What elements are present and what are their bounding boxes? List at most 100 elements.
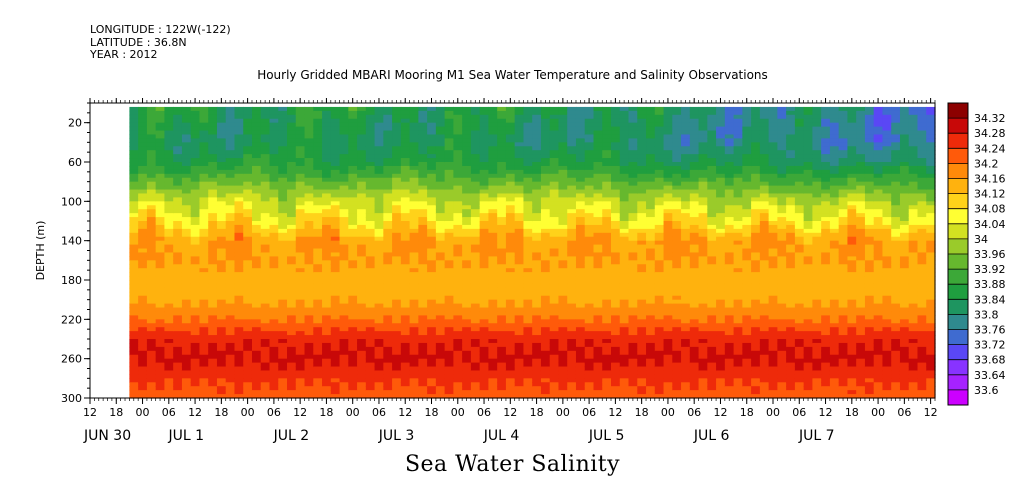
heatmap-cell	[251, 146, 262, 151]
heatmap-cell	[199, 193, 209, 198]
heatmap-cell	[392, 106, 402, 112]
heatmap-cell	[295, 201, 306, 206]
heatmap-cell	[251, 126, 262, 132]
heatmap-cell	[628, 394, 638, 399]
heatmap-cell	[383, 158, 393, 163]
heatmap-cell	[689, 217, 700, 222]
heatmap-cell	[155, 346, 166, 352]
heatmap-cell	[654, 370, 665, 375]
heatmap-cell	[225, 276, 236, 281]
heatmap-cell	[225, 382, 236, 387]
heatmap-cell	[488, 374, 498, 379]
heatmap-cell	[444, 248, 454, 254]
heatmap-cell	[260, 142, 271, 147]
heatmap-cell	[497, 256, 507, 261]
heatmap-cell	[304, 236, 314, 242]
heatmap-cell	[278, 280, 288, 285]
heatmap-cell	[637, 268, 647, 273]
heatmap-cell	[575, 185, 586, 191]
heatmap-cell	[243, 264, 253, 269]
heatmap-cell	[365, 354, 376, 360]
heatmap-cell	[567, 122, 577, 128]
heatmap-cell	[611, 370, 621, 375]
heatmap-cell	[278, 134, 288, 139]
heatmap-cell	[243, 276, 253, 281]
heatmap-cell	[663, 110, 673, 116]
heatmap-cell	[575, 394, 586, 399]
heatmap-cell	[584, 193, 595, 198]
heatmap-cell	[689, 307, 700, 313]
heatmap-cell	[269, 146, 279, 151]
heatmap-cell	[260, 319, 271, 324]
heatmap-cell	[330, 158, 341, 163]
heatmap-cell	[698, 280, 708, 285]
heatmap-cell	[488, 295, 498, 301]
heatmap-cell	[225, 268, 236, 273]
heatmap-cell	[497, 106, 507, 112]
heatmap-cell	[278, 272, 288, 277]
heatmap-cell	[190, 350, 201, 356]
heatmap-cell	[269, 118, 279, 124]
heatmap-cell	[427, 366, 437, 372]
heatmap-cell	[619, 276, 630, 281]
heatmap-cell	[164, 213, 174, 218]
heatmap-cell	[357, 295, 367, 301]
heatmap-cell	[470, 173, 481, 179]
heatmap-cell	[602, 193, 612, 198]
heatmap-cell	[392, 228, 402, 234]
heatmap-cell	[479, 224, 490, 230]
heatmap-cell	[339, 358, 349, 364]
heatmap-cell	[663, 374, 673, 379]
heatmap-cell	[628, 217, 638, 222]
heatmap-cell	[199, 106, 209, 112]
latitude-label: LATITUDE : 36.8N	[90, 35, 187, 49]
heatmap-cell	[628, 319, 638, 324]
heatmap-cell	[663, 362, 673, 368]
heatmap-cell	[619, 158, 630, 163]
heatmap-cell	[243, 299, 253, 305]
heatmap-cell	[575, 280, 586, 285]
heatmap-cell	[357, 335, 367, 340]
heatmap-cell	[304, 197, 314, 202]
heatmap-cell	[409, 354, 419, 360]
heatmap-cell	[374, 272, 384, 277]
heatmap-cell	[470, 374, 481, 379]
heatmap-cell	[243, 189, 253, 195]
heatmap-cell	[532, 181, 542, 187]
heatmap-cell	[444, 193, 454, 198]
heatmap-cell	[558, 177, 568, 183]
heatmap-cell	[400, 276, 411, 281]
heatmap-cell	[234, 248, 244, 254]
heatmap-cell	[330, 197, 341, 202]
heatmap-cell	[540, 295, 551, 301]
heatmap-cell	[400, 228, 411, 234]
heatmap-cell	[470, 177, 481, 183]
heatmap-cell	[409, 291, 419, 297]
heatmap-cell	[497, 138, 507, 143]
heatmap-cell	[234, 287, 244, 293]
heatmap-cell	[295, 339, 306, 344]
heatmap-cell	[672, 276, 682, 281]
heatmap-cell	[497, 217, 507, 222]
heatmap-cell	[260, 224, 271, 230]
heatmap-cell	[190, 354, 201, 360]
heatmap-cell	[505, 342, 516, 348]
heatmap-cell	[313, 394, 323, 399]
heatmap-cell	[514, 122, 525, 128]
heatmap-cell	[330, 221, 341, 226]
heatmap-cell	[295, 378, 306, 383]
heatmap-cell	[146, 169, 157, 175]
heatmap-cell	[462, 114, 472, 120]
heatmap-cell	[138, 291, 148, 297]
heatmap-cell	[567, 138, 577, 143]
heatmap-cell	[681, 150, 691, 155]
heatmap-cell	[453, 280, 463, 285]
heatmap-cell	[567, 134, 577, 139]
heatmap-cell	[462, 303, 472, 309]
heatmap-cell	[611, 142, 621, 147]
heatmap-cell	[611, 327, 621, 332]
heatmap-cell	[304, 110, 314, 116]
heatmap-cell	[313, 382, 323, 387]
heatmap-cell	[575, 114, 586, 120]
heatmap-cell	[216, 165, 227, 171]
